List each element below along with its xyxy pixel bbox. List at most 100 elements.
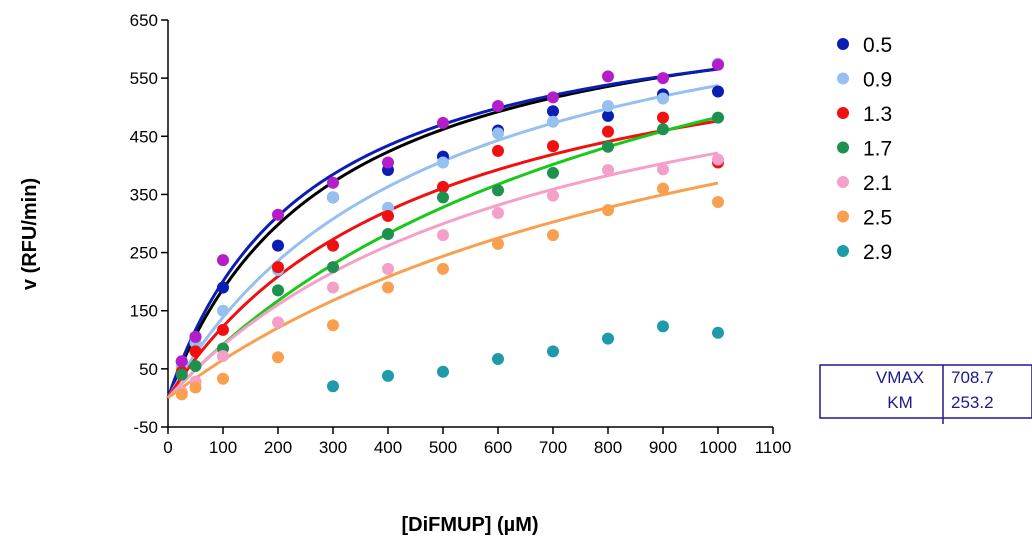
data-point-1.7	[175, 368, 188, 381]
data-point-2.9	[712, 326, 724, 339]
x-tick-label: 600	[484, 438, 512, 457]
legend-marker-0.9	[837, 72, 849, 85]
data-point-2.9	[602, 332, 614, 345]
data-point-extra	[712, 58, 724, 71]
legend-label-2.9: 2.9	[863, 241, 892, 264]
data-point-1.7	[382, 227, 394, 240]
y-tick-label: 250	[130, 244, 158, 263]
data-point-0.5	[547, 105, 559, 118]
param-label-vmax: VMAX	[876, 368, 924, 387]
x-axis-title: [DiFMUP] (µM)	[401, 514, 538, 536]
data-point-2.9	[492, 352, 504, 365]
x-tick-label: 200	[264, 438, 292, 457]
data-point-extra	[437, 116, 449, 129]
data-point-2.5	[547, 229, 559, 242]
data-point-1.3	[437, 180, 449, 193]
data-point-0.9	[217, 304, 229, 317]
legend-label-1.3: 1.3	[863, 103, 892, 126]
y-tick-label: 550	[130, 69, 158, 88]
data-point-1.3	[217, 323, 229, 336]
data-point-0.9	[602, 100, 614, 113]
y-tick-label: 350	[130, 185, 158, 204]
x-tick-label: 400	[374, 438, 402, 457]
data-point-1.7	[547, 166, 559, 179]
legend-label-1.7: 1.7	[863, 138, 892, 161]
data-point-2.9	[382, 369, 394, 382]
data-point-1.7	[602, 140, 614, 153]
data-point-0.5	[217, 281, 229, 294]
data-point-extra	[657, 72, 669, 85]
data-point-2.1	[657, 163, 669, 176]
data-point-1.7	[189, 359, 202, 372]
legend-marker-1.7	[837, 141, 849, 154]
data-point-extra	[547, 91, 559, 104]
axes	[161, 19, 774, 434]
x-tick-label: 800	[594, 438, 622, 457]
data-point-2.9	[657, 320, 669, 333]
data-point-0.5	[712, 85, 724, 98]
data-point-2.9	[547, 345, 559, 358]
data-point-1.7	[492, 184, 504, 197]
legend-label-2.5: 2.5	[863, 207, 892, 230]
x-tick-label: 1000	[699, 438, 737, 457]
data-point-2.1	[382, 262, 394, 275]
data-point-extra	[217, 254, 229, 267]
data-point-0.5	[602, 109, 614, 122]
param-value-km: 253.2	[951, 393, 994, 412]
data-point-extra	[382, 156, 394, 169]
data-point-2.5	[437, 262, 449, 275]
data-point-2.9	[437, 365, 449, 378]
data-point-2.1	[217, 350, 229, 363]
data-point-extra	[272, 208, 284, 221]
data-point-extra	[175, 355, 188, 368]
legend-marker-2.1	[837, 176, 849, 188]
x-tick-label: 300	[319, 438, 347, 457]
x-tick-label: 700	[539, 438, 567, 457]
data-point-1.7	[272, 284, 284, 297]
x-tick-label: 0	[163, 438, 172, 457]
data-point-2.1	[712, 153, 724, 166]
y-tick-label: 650	[130, 11, 158, 30]
data-point-2.1	[602, 164, 614, 177]
x-tick-label: 500	[429, 438, 457, 457]
y-tick-label: 150	[130, 302, 158, 321]
data-point-1.7	[712, 111, 724, 124]
x-tick-label: 100	[209, 438, 237, 457]
data-point-2.1	[327, 281, 339, 294]
fit-curve-series-1.7	[166, 115, 719, 399]
legend-marker-1.3	[837, 107, 849, 119]
data-point-0.9	[437, 156, 449, 169]
data-point-2.5	[382, 281, 394, 294]
y-axis-title: v (RFU/min)	[19, 178, 41, 290]
data-point-1.3	[602, 125, 614, 138]
y-tick-label: -50	[133, 418, 158, 437]
data-point-2.5	[272, 351, 284, 364]
data-point-2.5	[602, 204, 614, 217]
data-point-1.3	[189, 345, 202, 358]
data-point-1.3	[272, 261, 284, 274]
data-point-extra	[492, 100, 504, 113]
data-point-2.1	[547, 189, 559, 202]
data-point-2.5	[217, 372, 229, 385]
legend-marker-2.9	[837, 245, 849, 257]
data-point-2.5	[712, 195, 724, 208]
data-point-1.3	[492, 144, 504, 157]
fit-curve-series-2.5	[167, 181, 719, 400]
data-point-1.7	[657, 123, 669, 136]
data-point-1.3	[547, 140, 559, 153]
x-tick-label: 900	[649, 438, 677, 457]
legend-label-2.1: 2.1	[863, 172, 892, 195]
y-tick-label: 450	[130, 127, 158, 146]
legend-label-0.9: 0.9	[863, 69, 892, 92]
data-point-2.5	[189, 381, 202, 394]
data-point-1.3	[382, 209, 394, 222]
data-points	[175, 57, 724, 401]
legend-label-0.5: 0.5	[863, 34, 892, 57]
data-point-2.5	[657, 182, 669, 195]
parameters-table: VMAX 708.7 KM 253.2	[819, 364, 1032, 424]
data-point-0.9	[327, 191, 339, 204]
param-value-vmax: 708.7	[951, 368, 994, 387]
fit-curve-series-2.1	[166, 151, 719, 399]
data-point-2.1	[437, 229, 449, 242]
data-point-extra	[602, 70, 614, 83]
